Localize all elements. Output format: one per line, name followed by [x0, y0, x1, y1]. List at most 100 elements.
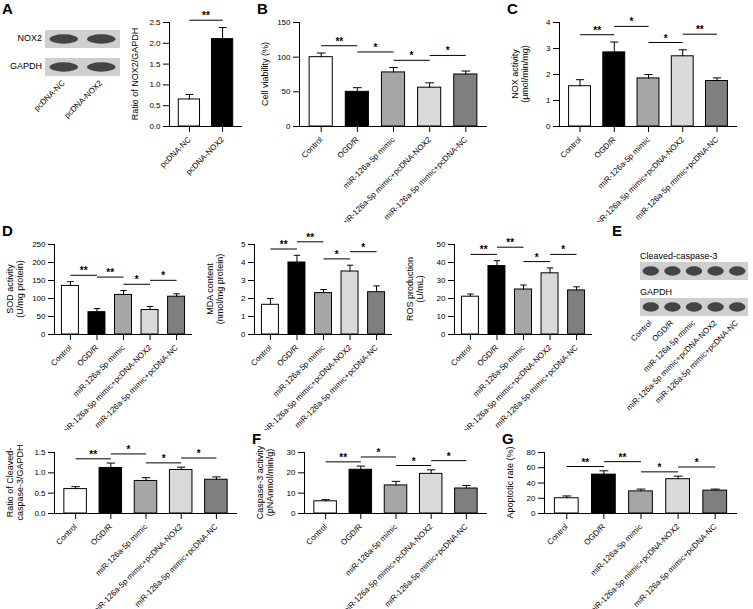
svg-text:OGD/R: OGD/R [275, 343, 300, 368]
svg-text:Caspase-3 activity(pNAnmol/min: Caspase-3 activity(pNAnmol/min/g) [255, 445, 275, 519]
svg-text:20: 20 [287, 468, 296, 477]
svg-text:200: 200 [32, 258, 46, 267]
svg-text:Control: Control [545, 522, 570, 547]
svg-text:60: 60 [527, 463, 536, 472]
svg-text:**: ** [335, 36, 343, 47]
svg-text:*: * [361, 242, 365, 253]
svg-text:pcDNA-NOX2: pcDNA-NOX2 [184, 135, 226, 177]
svg-text:5: 5 [241, 240, 246, 249]
svg-text:100: 100 [32, 294, 46, 303]
svg-text:50: 50 [37, 312, 46, 321]
svg-text:**: ** [480, 244, 488, 255]
svg-text:4: 4 [546, 18, 551, 27]
svg-text:*: * [664, 33, 668, 44]
svg-text:*: * [126, 444, 130, 455]
svg-text:*: * [446, 45, 450, 56]
svg-text:pcDNA-NC: pcDNA-NC [158, 135, 192, 169]
svg-text:0.0: 0.0 [149, 122, 161, 131]
svg-text:GAPDH: GAPDH [10, 61, 42, 71]
svg-text:NOX2: NOX2 [17, 33, 42, 43]
svg-text:Control: Control [304, 522, 329, 547]
svg-text:Control: Control [49, 343, 74, 368]
svg-text:Control: Control [559, 135, 584, 160]
svg-text:**: ** [106, 267, 114, 278]
svg-text:SOD activity(U/mg protein): SOD activity(U/mg protein) [5, 260, 25, 318]
svg-text:Ratio of Cleaved-caspase-3/GAP: Ratio of Cleaved-caspase-3/GAPDH [5, 444, 25, 520]
svg-text:0: 0 [441, 330, 446, 339]
svg-text:*: * [695, 457, 699, 468]
svg-text:**: ** [619, 452, 627, 463]
svg-text:30: 30 [437, 276, 446, 285]
svg-text:OGD/R: OGD/R [89, 522, 114, 547]
svg-text:1: 1 [546, 96, 551, 105]
svg-text:1: 1 [241, 312, 246, 321]
svg-text:miR-126a-5p mimic+pcDNA-NC: miR-126a-5p mimic+pcDNA-NC [293, 343, 380, 430]
svg-text:ROS production(U/mL): ROS production(U/mL) [405, 257, 425, 321]
svg-text:*: * [135, 274, 139, 285]
svg-text:Control: Control [629, 318, 654, 343]
svg-text:0: 0 [286, 122, 291, 131]
svg-text:20: 20 [527, 494, 536, 503]
svg-text:pcDNA-NC: pcDNA-NC [32, 78, 66, 112]
svg-text:miR-126a-5p mimic+pcDNA-NC: miR-126a-5p mimic+pcDNA-NC [93, 343, 180, 430]
svg-text:Apoptotic rate (%): Apoptotic rate (%) [505, 446, 515, 518]
svg-text:1.5: 1.5 [34, 448, 46, 457]
svg-text:miR-126a-5p mimic+pcDNA-NC: miR-126a-5p mimic+pcDNA-NC [632, 522, 719, 609]
svg-text:miR-126a-5p mimic+pcDNA-NC: miR-126a-5p mimic+pcDNA-NC [493, 343, 580, 430]
svg-text:0.0: 0.0 [34, 509, 46, 518]
svg-text:miR-126a-5p mimic+pcDNA-NC: miR-126a-5p mimic+pcDNA-NC [133, 522, 220, 609]
svg-text:*: * [376, 447, 380, 458]
svg-text:*: * [197, 448, 201, 459]
svg-text:20: 20 [437, 294, 446, 303]
svg-text:Ratio of NOX2/GAPDH: Ratio of NOX2/GAPDH [130, 28, 140, 121]
svg-text:0: 0 [546, 122, 551, 131]
svg-text:**: ** [506, 237, 514, 248]
svg-text:Control: Control [449, 343, 474, 368]
svg-text:50: 50 [437, 240, 446, 249]
svg-text:**: ** [339, 452, 347, 463]
svg-text:1.0: 1.0 [149, 80, 161, 89]
svg-text:*: * [335, 249, 339, 260]
svg-text:*: * [412, 456, 416, 467]
svg-text:OGD/R: OGD/R [75, 343, 100, 368]
svg-text:*: * [561, 244, 565, 255]
svg-text:**: ** [306, 232, 314, 243]
svg-text:**: ** [89, 449, 97, 460]
svg-text:40: 40 [527, 479, 536, 488]
svg-text:**: ** [593, 25, 601, 36]
svg-text:GAPDH: GAPDH [640, 287, 672, 297]
svg-text:MDA content(nmol/mg protein): MDA content(nmol/mg protein) [205, 254, 225, 325]
svg-text:50: 50 [282, 87, 291, 96]
svg-text:**: ** [202, 10, 210, 21]
svg-text:**: ** [696, 24, 704, 35]
svg-text:0.5: 0.5 [149, 101, 161, 110]
svg-text:Control: Control [249, 343, 274, 368]
svg-text:miR-126a-5p mimic+pcDNA-NC: miR-126a-5p mimic+pcDNA-NC [382, 135, 469, 222]
svg-text:Cell viability (%): Cell viability (%) [260, 42, 270, 106]
svg-text:30: 30 [287, 448, 296, 457]
svg-text:*: * [410, 50, 414, 61]
svg-text:*: * [373, 42, 377, 53]
svg-text:10: 10 [437, 312, 446, 321]
svg-text:**: ** [80, 265, 88, 276]
svg-text:3: 3 [546, 44, 551, 53]
svg-text:NOX activity(μmol/min/mg): NOX activity(μmol/min/mg) [510, 45, 530, 103]
svg-text:**: ** [581, 457, 589, 468]
svg-text:miR-126a-5p mimic+pcDNA-NC: miR-126a-5p mimic+pcDNA-NC [634, 135, 721, 222]
svg-text:100: 100 [277, 53, 291, 62]
svg-text:miR-126a-5p mimic+pcDNA-NC: miR-126a-5p mimic+pcDNA-NC [383, 522, 470, 609]
svg-text:Control: Control [54, 522, 79, 547]
svg-text:OGD/R: OGD/R [336, 135, 361, 160]
svg-text:pcDNA-NOX2: pcDNA-NOX2 [63, 78, 105, 120]
svg-text:*: * [658, 462, 662, 473]
svg-text:250: 250 [32, 240, 46, 249]
svg-text:*: * [161, 270, 165, 281]
svg-text:OGD/R: OGD/R [339, 522, 364, 547]
svg-text:10: 10 [287, 489, 296, 498]
svg-text:2: 2 [546, 70, 551, 79]
svg-text:0: 0 [531, 509, 536, 518]
svg-text:2.0: 2.0 [149, 39, 161, 48]
svg-text:Control: Control [300, 135, 325, 160]
svg-text:150: 150 [277, 18, 291, 27]
svg-text:*: * [447, 451, 451, 462]
